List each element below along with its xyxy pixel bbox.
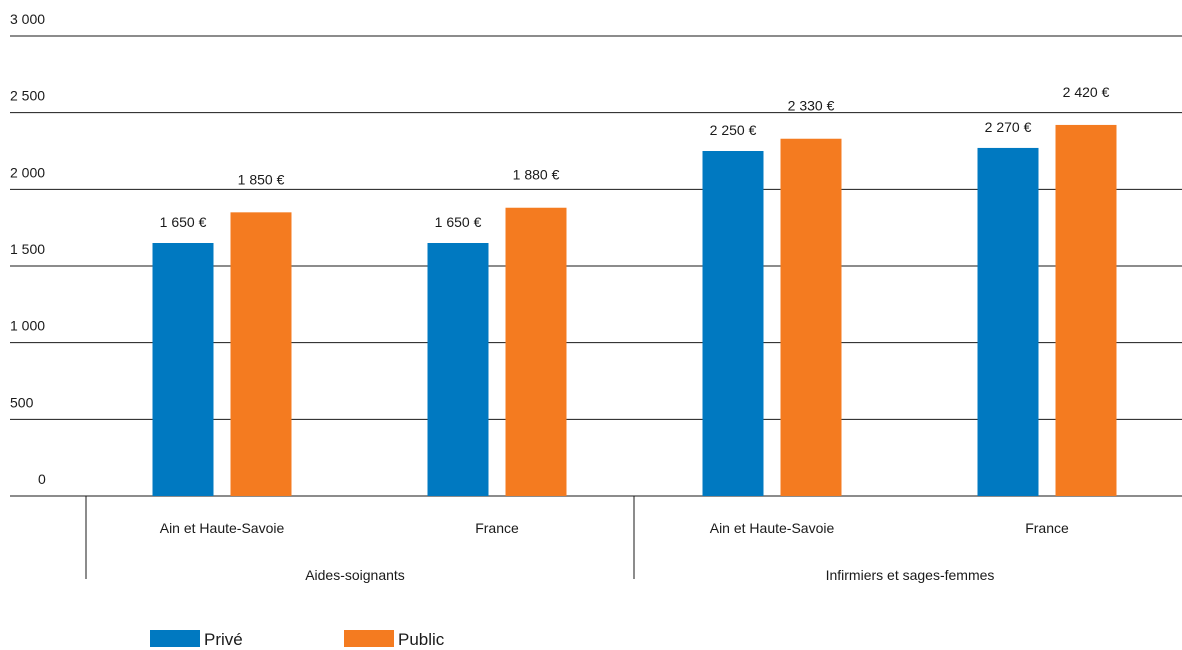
y-tick-label: 0 (38, 471, 46, 487)
data-label: 2 330 € (788, 98, 835, 114)
bar-public (780, 138, 842, 496)
bars (152, 124, 1117, 497)
group-label: Infirmiers et sages-femmes (826, 567, 995, 583)
data-label: 2 270 € (985, 119, 1032, 135)
bar-priv (152, 243, 214, 496)
y-tick-label: 2 000 (10, 164, 45, 180)
legend-label: Public (398, 630, 445, 649)
category-label: Ain et Haute-Savoie (710, 520, 835, 536)
y-tick-label: 3 000 (10, 11, 45, 27)
legend-swatch (150, 630, 200, 647)
y-tick-label: 500 (10, 394, 34, 410)
legend-label: Privé (204, 630, 243, 649)
y-tick-label: 1 500 (10, 241, 45, 257)
bar-priv (702, 151, 764, 496)
data-labels: 1 650 € 1 650 € 2 250 € 2 270 € 1 850 € 1 880… (160, 84, 1110, 230)
bar-priv (977, 147, 1039, 496)
data-label: 1 650 € (160, 214, 207, 230)
bar-priv (427, 243, 489, 496)
data-label: 2 420 € (1063, 84, 1110, 100)
data-label: 1 850 € (238, 171, 285, 187)
data-label: 1 650 € (435, 214, 482, 230)
y-axis-tick-labels: 0 500 1 000 1 500 2 000 2 500 3 000 (10, 11, 46, 487)
data-label: 2 250 € (710, 122, 757, 138)
group-label: Aides-soignants (305, 567, 405, 583)
x-axis: Ain et Haute-Savoie France Aides-soignants… (85, 496, 1069, 583)
legend: Privé Public (150, 630, 445, 649)
data-label: 1 880 € (513, 167, 560, 183)
bar-public (1055, 124, 1117, 496)
bar-public (230, 212, 292, 497)
bar-public (505, 207, 567, 496)
y-tick-label: 1 000 (10, 318, 45, 334)
legend-swatch (344, 630, 394, 647)
category-label: Ain et Haute-Savoie (160, 520, 285, 536)
category-label: France (1025, 520, 1069, 536)
category-label: France (475, 520, 519, 536)
y-tick-label: 2 500 (10, 88, 45, 104)
